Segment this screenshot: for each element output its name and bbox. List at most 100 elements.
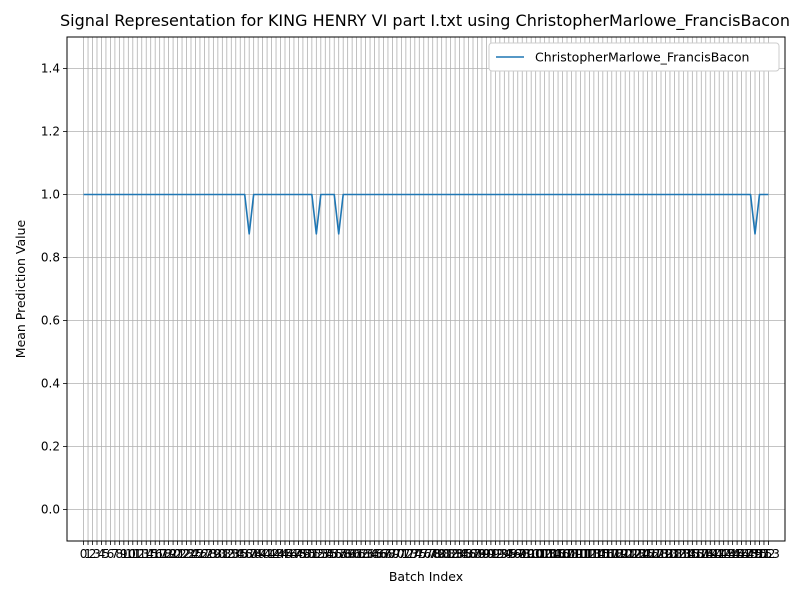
grid-layer	[67, 37, 785, 541]
x-tick-label: 9	[120, 547, 128, 561]
x-tick-label: 39	[250, 547, 265, 561]
x-tick-label: 153	[757, 547, 780, 561]
x-tick-label: 51	[304, 547, 319, 561]
x-tick-label: 143	[712, 547, 735, 561]
x-tick-label: 48	[291, 547, 306, 561]
x-tick-label: 131	[659, 547, 682, 561]
x-tick-label: 118	[600, 547, 623, 561]
x-tick-label: 40	[255, 547, 270, 561]
x-tick-label: 128	[645, 547, 668, 561]
x-tick-label: 103	[533, 547, 556, 561]
x-tick-label: 121	[614, 547, 637, 561]
x-tick-label: 86	[461, 547, 476, 561]
x-tick-label: 0	[80, 547, 88, 561]
x-tick-label: 26	[192, 547, 207, 561]
x-tick-label: 35	[233, 547, 248, 561]
x-tick-label: 33	[224, 547, 239, 561]
x-tick-label: 61	[349, 547, 364, 561]
x-tick-label: 75	[412, 547, 427, 561]
x-tick-label: 137	[685, 547, 708, 561]
x-tick-label: 20	[165, 547, 180, 561]
x-tick-label: 52	[309, 547, 324, 561]
x-tick-label: 82	[443, 547, 458, 561]
x-tick-label: 45	[277, 547, 292, 561]
x-tick-label: 98	[515, 547, 530, 561]
x-tick-label: 67	[376, 547, 391, 561]
x-tick-label: 23	[179, 547, 194, 561]
x-tick-label: 76	[416, 547, 431, 561]
x-tick-label: 91	[483, 547, 498, 561]
x-tick-label: 25	[188, 547, 203, 561]
x-tick-label: 116	[591, 547, 614, 561]
x-tick-label: 16	[148, 547, 163, 561]
x-tick-label: 24	[183, 547, 198, 561]
x-tick-label: 151	[748, 547, 771, 561]
x-tick-label: 58	[336, 547, 351, 561]
x-tick-label: 112	[573, 547, 596, 561]
x-tick-label: 66	[371, 547, 386, 561]
x-tick-label: 109	[560, 547, 583, 561]
x-tick-label: 59	[340, 547, 355, 561]
x-tick-label: 96	[506, 547, 521, 561]
x-tick-label: 55	[322, 547, 337, 561]
x-tick-label: 132	[663, 547, 686, 561]
y-tick-label: 0.0	[41, 503, 60, 517]
x-tick-label: 44	[273, 547, 288, 561]
x-tick-label: 89	[474, 547, 489, 561]
x-tick-label: 130	[654, 547, 677, 561]
x-tick-label: 145	[721, 547, 744, 561]
x-tick-label: 148	[735, 547, 758, 561]
x-tick-label: 90	[479, 547, 494, 561]
x-tick-label: 84	[452, 547, 467, 561]
x-tick-label: 32	[219, 547, 234, 561]
x-tick-label: 73	[403, 547, 418, 561]
x-tick-label: 102	[529, 547, 552, 561]
x-tick-label: 150	[744, 547, 767, 561]
x-tick-label: 7	[111, 547, 119, 561]
x-tick-label: 124	[627, 547, 650, 561]
x-tick-label: 113	[578, 547, 601, 561]
x-tick-label: 142	[708, 547, 731, 561]
x-tick-label: 94	[497, 547, 512, 561]
plot-area	[83, 193, 769, 235]
x-tick-label: 74	[407, 547, 422, 561]
x-tick-label: 31	[215, 547, 230, 561]
x-tick-label: 99	[519, 547, 534, 561]
x-tick-label: 114	[582, 547, 605, 561]
x-tick-label: 28	[201, 547, 216, 561]
x-tick-label: 46	[282, 547, 297, 561]
x-tick-label: 100	[520, 547, 543, 561]
x-tick-label: 18	[156, 547, 171, 561]
x-tick-label: 147	[730, 547, 753, 561]
x-tick-label: 117	[596, 547, 619, 561]
x-tick-label: 127	[641, 547, 664, 561]
legend-box	[488, 42, 780, 72]
x-tick-label: 3	[93, 547, 101, 561]
x-tick-label: 8	[116, 547, 124, 561]
x-tick-label: 92	[488, 547, 503, 561]
x-tick-label: 38	[246, 547, 261, 561]
x-tick-label: 71	[394, 547, 409, 561]
x-tick-label: 133	[667, 547, 690, 561]
x-tick-label: 72	[398, 547, 413, 561]
x-tick-label: 80	[434, 547, 449, 561]
x-tick-label: 50	[300, 547, 315, 561]
x-tick-label: 152	[753, 547, 776, 561]
x-tick-label: 105	[542, 547, 565, 561]
x-tick-label: 88	[470, 547, 485, 561]
x-tick-label: 122	[618, 547, 641, 561]
x-tick-label: 62	[353, 547, 368, 561]
x-tick-label: 119	[605, 547, 628, 561]
x-tick-label: 17	[152, 547, 167, 561]
x-tick-label: 69	[385, 547, 400, 561]
x-tick-label: 140	[699, 547, 722, 561]
chart-title: Signal Representation for KING HENRY VI …	[60, 11, 790, 31]
x-tick-label: 70	[389, 547, 404, 561]
x-tick-label: 30	[210, 547, 225, 561]
x-axis: 0123456789101112131415161718192021222324…	[80, 541, 780, 561]
x-tick-label: 136	[681, 547, 704, 561]
x-tick-label: 53	[313, 547, 328, 561]
legend-label: ChristopherMarlowe_FrancisBacon	[535, 50, 749, 65]
